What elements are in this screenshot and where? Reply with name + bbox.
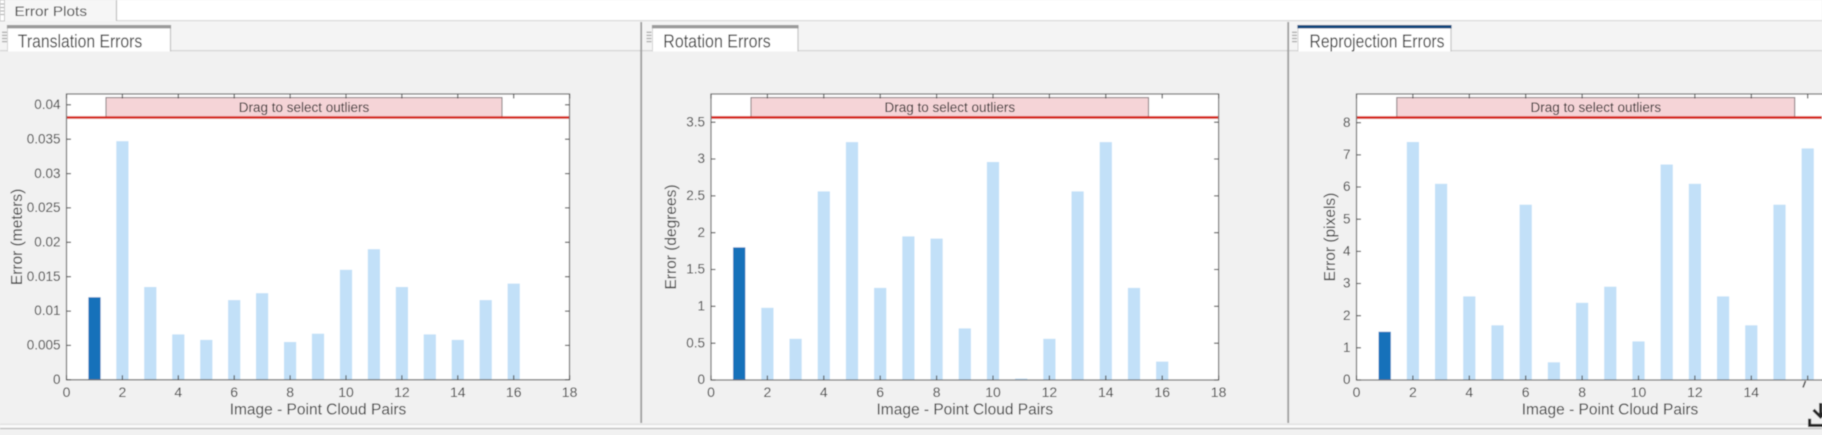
svg-text:Drag to select outliers: Drag to select outliers [239, 100, 370, 115]
svg-text:3.5: 3.5 [686, 114, 705, 129]
svg-text:0.01: 0.01 [34, 303, 60, 318]
svg-text:5: 5 [1343, 211, 1351, 226]
svg-text:8: 8 [1343, 115, 1351, 130]
svg-text:10: 10 [338, 384, 354, 400]
svg-text:4: 4 [1343, 244, 1351, 259]
svg-text:2.5: 2.5 [686, 188, 705, 203]
svg-text:2: 2 [764, 384, 772, 400]
svg-text:6: 6 [876, 384, 884, 400]
svg-text:0.02: 0.02 [34, 235, 60, 250]
svg-text:3: 3 [697, 151, 705, 166]
svg-text:1.5: 1.5 [686, 262, 705, 277]
svg-text:0.5: 0.5 [686, 335, 705, 350]
svg-text:10: 10 [985, 384, 1001, 400]
svg-text:4: 4 [820, 384, 828, 400]
svg-text:Rotation Errors: Rotation Errors [663, 31, 771, 52]
svg-text:1: 1 [697, 299, 705, 314]
svg-text:Image - Point Cloud Pairs: Image - Point Cloud Pairs [1522, 401, 1699, 418]
svg-text:16: 16 [1154, 384, 1170, 400]
svg-text:2: 2 [1343, 308, 1351, 323]
svg-text:14: 14 [1744, 384, 1760, 400]
svg-text:Image - Point Cloud Pairs: Image - Point Cloud Pairs [876, 401, 1053, 418]
svg-text:Error (pixels): Error (pixels) [1322, 193, 1339, 282]
svg-text:Error (meters): Error (meters) [9, 189, 26, 285]
svg-text:0: 0 [63, 384, 71, 400]
svg-text:4: 4 [1465, 384, 1473, 400]
svg-text:6: 6 [230, 384, 238, 400]
svg-text:Reprojection Errors: Reprojection Errors [1310, 31, 1445, 52]
svg-text:12: 12 [1042, 384, 1058, 400]
svg-text:10: 10 [1631, 384, 1647, 400]
svg-text:16: 16 [506, 384, 522, 400]
svg-text:0.015: 0.015 [27, 269, 61, 284]
svg-text:0.025: 0.025 [27, 200, 61, 215]
svg-text:0.005: 0.005 [27, 338, 61, 353]
svg-text:0: 0 [1353, 384, 1361, 400]
svg-text:18: 18 [1211, 384, 1227, 400]
svg-text:14: 14 [1098, 384, 1114, 400]
svg-text:8: 8 [1578, 384, 1586, 400]
svg-text:Drag to select outliers: Drag to select outliers [885, 100, 1016, 115]
svg-text:6: 6 [1522, 384, 1530, 400]
svg-text:0.04: 0.04 [34, 97, 61, 112]
svg-text:0: 0 [1343, 372, 1351, 387]
svg-text:2: 2 [1409, 384, 1417, 400]
svg-text:Translation Errors: Translation Errors [18, 31, 142, 52]
svg-text:2: 2 [697, 225, 705, 240]
svg-text:0.03: 0.03 [34, 166, 60, 181]
svg-text:0: 0 [53, 372, 61, 387]
svg-text:2: 2 [119, 384, 127, 400]
svg-text:0: 0 [707, 384, 715, 400]
svg-text:0.035: 0.035 [27, 131, 61, 146]
svg-text:12: 12 [1687, 384, 1703, 400]
svg-text:18: 18 [562, 384, 578, 400]
svg-text:14: 14 [450, 384, 466, 400]
svg-text:Drag to select outliers: Drag to select outliers [1531, 100, 1662, 115]
svg-text:Image - Point Cloud Pairs: Image - Point Cloud Pairs [230, 401, 407, 418]
svg-text:3: 3 [1343, 276, 1351, 291]
svg-text:1: 1 [1343, 340, 1351, 355]
svg-text:8: 8 [286, 384, 294, 400]
svg-text:Error Plots: Error Plots [15, 4, 88, 19]
svg-text:12: 12 [394, 384, 410, 400]
svg-text:Error (degrees): Error (degrees) [663, 184, 680, 289]
svg-text:8: 8 [933, 384, 941, 400]
svg-text:4: 4 [174, 384, 182, 400]
svg-text:0: 0 [697, 372, 705, 387]
svg-text:6: 6 [1343, 179, 1351, 194]
svg-text:7: 7 [1343, 147, 1351, 162]
